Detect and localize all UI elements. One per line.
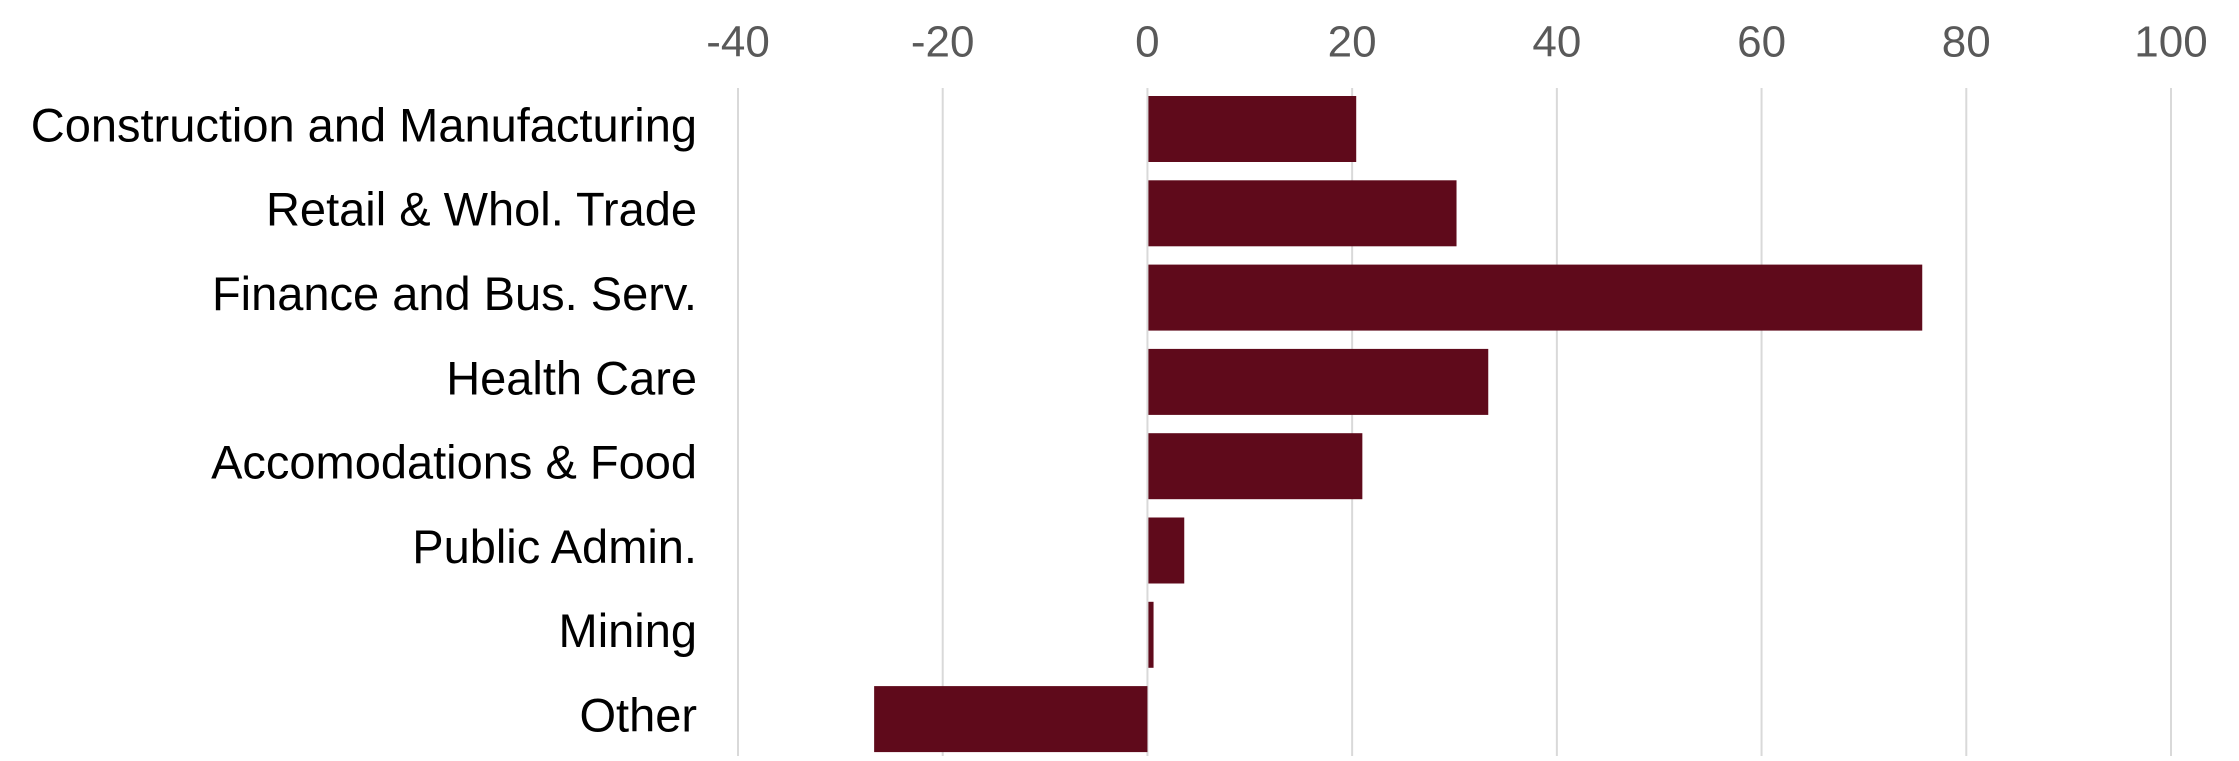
category-label: Retail & Whol. Trade	[266, 183, 697, 236]
x-tick-label: 0	[1135, 18, 1159, 67]
category-label: Public Admin.	[412, 520, 697, 573]
bar	[1148, 264, 1923, 331]
bars	[874, 96, 1923, 753]
bar	[1148, 601, 1154, 668]
x-tick-label: 60	[1737, 18, 1786, 67]
category-label: Accomodations & Food	[211, 436, 697, 489]
bar	[1148, 517, 1185, 584]
category-label: Mining	[559, 604, 697, 657]
category-label: Other	[579, 689, 697, 742]
bar	[874, 686, 1148, 753]
x-axis-ticks: -40 -20 0 20 40 60 80 100	[706, 18, 2208, 67]
category-label: Finance and Bus. Serv.	[212, 267, 697, 320]
x-tick-label: 20	[1328, 18, 1377, 67]
bar	[1148, 348, 1489, 415]
x-tick-label: -20	[911, 18, 975, 67]
bar	[1148, 96, 1357, 162]
x-tick-label: 100	[2134, 18, 2207, 67]
category-label: Health Care	[446, 351, 697, 404]
category-labels: Construction and Manufacturing Retail & W…	[31, 98, 697, 741]
x-tick-label: -40	[706, 18, 770, 67]
bar	[1148, 433, 1363, 500]
x-tick-label: 80	[1942, 18, 1991, 67]
bar	[1148, 180, 1457, 247]
x-tick-label: 40	[1532, 18, 1581, 67]
category-label: Construction and Manufacturing	[31, 98, 697, 151]
